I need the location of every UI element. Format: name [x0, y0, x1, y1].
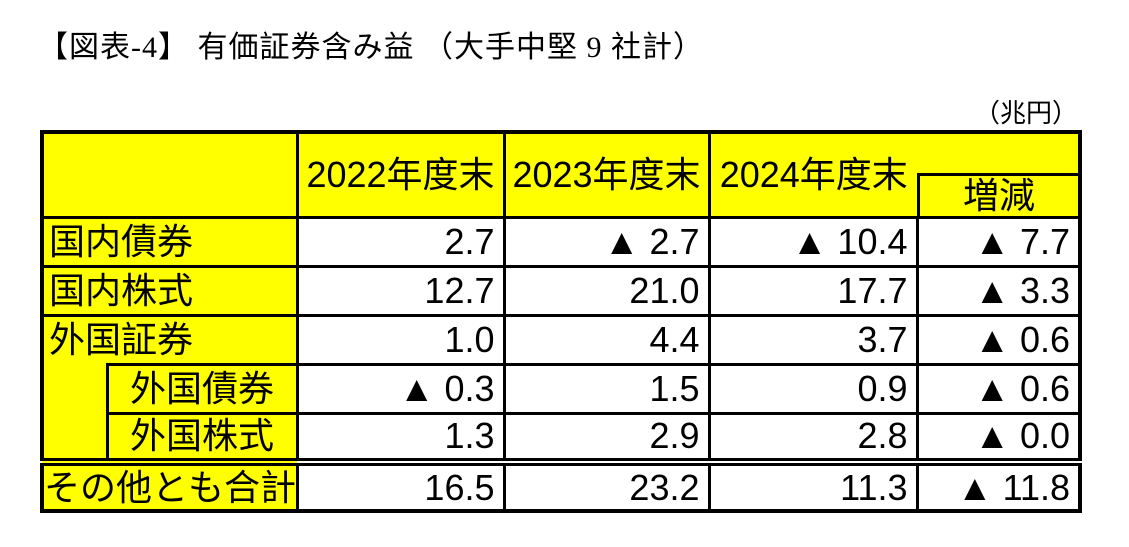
- cell-value: 1.3: [295, 411, 506, 464]
- table-row-foreign-bonds: 外国債券 ▲ 0.3 1.5 0.9 ▲ 0.6: [42, 362, 1082, 415]
- table-row-total: その他とも合計 16.5 23.2 11.3 ▲ 11.8: [40, 458, 1082, 513]
- cell-value: 16.5: [295, 458, 506, 513]
- cell-value: ▲ 0.6: [915, 362, 1082, 415]
- cell-value: 23.2: [502, 458, 711, 513]
- cell-value: ▲ 0.0: [915, 411, 1082, 464]
- cell-value: 11.3: [707, 458, 919, 513]
- row-label-indented: 外国債券: [105, 362, 299, 415]
- empty-cell: [107, 313, 299, 366]
- row-label-group-strip: 外国証券: [40, 313, 193, 464]
- col-header-change: 増減: [917, 130, 1082, 219]
- cell-value: 2.9: [502, 411, 711, 464]
- figure-title: 【図表-4】 有価証券含み益 （大手中堅 9 社計）: [38, 31, 704, 64]
- cell-value: ▲ 7.7: [915, 215, 1082, 268]
- cell-value: ▲ 2.7: [502, 215, 711, 268]
- row-label-indented: 外国株式: [105, 411, 299, 464]
- cell-value: ▲ 0.6: [915, 313, 1082, 366]
- cell-value: ▲ 3.3: [915, 264, 1082, 317]
- cell-value: ▲ 0.3: [295, 362, 506, 415]
- corner-cell: [40, 130, 299, 219]
- cell-value: 12.7: [295, 264, 506, 317]
- row-label: 外国証券: [44, 317, 193, 363]
- cell-value: 2.7: [295, 215, 506, 268]
- cell-value: ▲ 10.4: [707, 215, 919, 268]
- col-header-2023: 2023年度末: [502, 130, 711, 219]
- cell-value: ▲ 11.8: [915, 458, 1082, 513]
- change-subheader-box: 増減: [917, 172, 1078, 216]
- cell-value: 4.4: [502, 313, 711, 366]
- cell-value: 3.7: [707, 313, 919, 366]
- table-row-foreign-securities: 外国証券 1.0 4.4 3.7 ▲ 0.6: [40, 313, 1082, 464]
- cell-value: 1.0: [295, 313, 506, 366]
- securities-gains-table: 2022年度末 2023年度末 2024年度末 増減 国内債券 2.7 ▲ 2.…: [40, 130, 1082, 513]
- unit-label: （兆円）: [973, 98, 1078, 128]
- row-label-total: その他とも合計: [40, 458, 299, 513]
- cell-value: 21.0: [502, 264, 711, 317]
- table-row-domestic-stocks: 国内株式 12.7 21.0 17.7 ▲ 3.3: [40, 264, 1082, 317]
- table-row-foreign-stocks: 外国株式 1.3 2.9 2.8 ▲ 0.0: [42, 411, 1082, 464]
- cell-value: 2.8: [707, 411, 919, 464]
- change-subheader-label: 増減: [962, 174, 1035, 216]
- header-row: 2022年度末 2023年度末 2024年度末 増減: [40, 130, 1082, 219]
- col-header-2022: 2022年度末: [295, 130, 506, 219]
- cell-value: 17.7: [707, 264, 919, 317]
- row-label: 国内株式: [40, 264, 299, 317]
- col-header-2024: 2024年度末: [707, 130, 917, 219]
- cell-value: 0.9: [707, 362, 919, 415]
- cell-value: 1.5: [502, 362, 711, 415]
- row-label: 国内債券: [40, 215, 299, 268]
- table-row-domestic-bonds: 国内債券 2.7 ▲ 2.7 ▲ 10.4 ▲ 7.7: [40, 215, 1082, 268]
